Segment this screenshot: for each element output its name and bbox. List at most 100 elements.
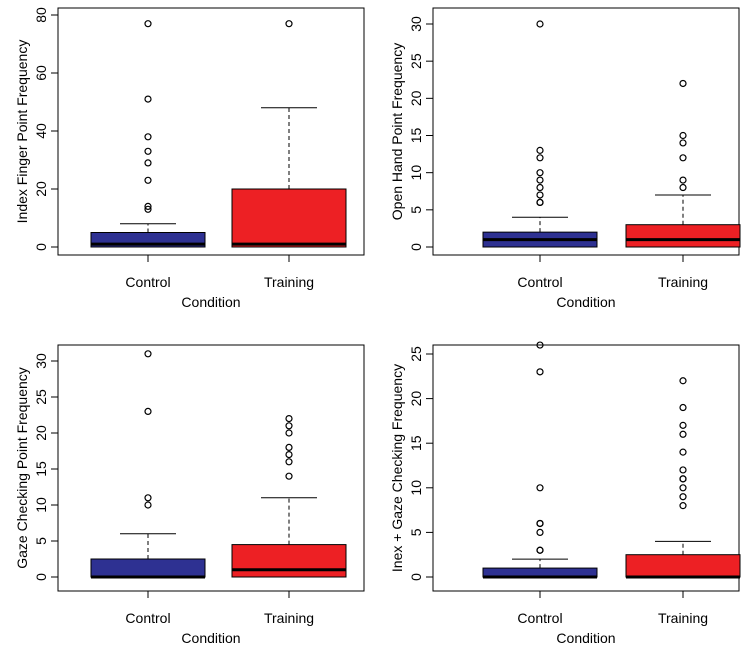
outlier-point — [679, 131, 687, 140]
box-training — [231, 415, 347, 578]
outlier-point — [536, 519, 544, 528]
box-control — [90, 20, 206, 248]
x-tick-label: Control — [517, 274, 562, 290]
box-control — [482, 20, 598, 248]
y-tick-label: 15 — [408, 435, 424, 451]
x-tick-label: Training — [658, 274, 708, 290]
y-tick-label: 20 — [408, 90, 424, 106]
outlier-point — [144, 501, 152, 509]
outlier-point — [679, 466, 687, 474]
y-tick-label: 5 — [33, 537, 49, 545]
y-tick-label: 25 — [33, 389, 49, 405]
outlier-point — [679, 484, 687, 492]
x-axis-title: Condition — [556, 630, 615, 646]
y-tick-label: 0 — [408, 573, 424, 581]
outlier-point — [285, 422, 293, 430]
y-tick-label: 20 — [408, 391, 424, 407]
x-tick-label: Control — [517, 610, 562, 626]
y-tick-label: 15 — [408, 128, 424, 144]
outlier-point — [144, 20, 152, 28]
outlier-point — [679, 430, 687, 438]
y-tick-label: 25 — [408, 346, 424, 362]
x-tick-label: Training — [264, 610, 314, 626]
chart-panel-2: 0 5 10 15 20 25 30 Control Training Condition Open… — [389, 7, 741, 310]
outlier-point — [536, 528, 544, 537]
outlier-point — [144, 350, 152, 358]
box-training — [625, 79, 741, 248]
y-tick-label: 10 — [408, 480, 424, 496]
outlier-point — [536, 191, 544, 199]
outlier-point — [679, 475, 687, 483]
outlier-point — [144, 159, 152, 167]
outlier-point — [144, 494, 152, 502]
outlier-point — [144, 202, 152, 210]
outlier-point — [679, 154, 687, 162]
box-control — [90, 350, 206, 579]
box-control — [482, 341, 598, 579]
box-training — [231, 20, 347, 248]
outlier-point — [285, 415, 293, 423]
outlier-point — [536, 368, 544, 376]
outlier-point — [536, 546, 544, 554]
x-axis-title: Condition — [181, 630, 240, 646]
y-tick-label: 10 — [408, 165, 424, 181]
outlier-point — [536, 176, 544, 184]
y-tick-label: 0 — [408, 243, 424, 251]
chart-panel-3: 0 5 10 15 20 25 30 Control Training Condition Gaze… — [14, 344, 365, 646]
y-axis-title: Open Hand Point Frequency — [389, 43, 405, 220]
outlier-point — [536, 484, 544, 492]
y-axis-title: Inex + Gaze Checking Frequency — [389, 364, 405, 572]
outlier-point — [144, 95, 152, 103]
x-tick-label: Training — [658, 610, 708, 626]
outlier-point — [144, 176, 152, 184]
outlier-point — [679, 139, 687, 147]
x-axis-title: Condition — [556, 294, 615, 310]
outlier-point — [536, 169, 544, 177]
outlier-point — [144, 205, 152, 213]
outlier-point — [679, 79, 687, 88]
y-tick-label: 10 — [33, 497, 49, 513]
y-tick-label: 20 — [33, 425, 49, 441]
y-tick-label: 60 — [33, 65, 49, 81]
outlier-point — [679, 448, 687, 456]
y-tick-label: 30 — [408, 16, 424, 32]
outlier-point — [679, 183, 687, 192]
y-axis-title: Gaze Checking Point Frequency — [14, 367, 30, 569]
y-tick-label: 25 — [408, 53, 424, 69]
outlier-point — [536, 341, 544, 349]
outlier-point — [144, 147, 152, 155]
outlier-point — [144, 133, 152, 141]
outlier-point — [285, 472, 293, 480]
y-tick-label: 15 — [33, 461, 49, 477]
y-tick-label: 0 — [33, 243, 49, 251]
outlier-point — [285, 443, 293, 451]
x-tick-label: Training — [264, 274, 314, 290]
y-tick-label: 5 — [408, 206, 424, 214]
outlier-point — [536, 154, 544, 162]
iqr-box — [625, 224, 741, 248]
outlier-point — [285, 20, 293, 28]
plot-frame — [57, 344, 365, 592]
x-axis-title: Condition — [181, 294, 240, 310]
y-tick-label: 40 — [33, 123, 49, 139]
y-tick-label: 0 — [33, 573, 49, 581]
plot-frame — [432, 7, 740, 256]
outlier-point — [285, 458, 293, 466]
iqr-box — [90, 558, 206, 578]
chart-panel-1: 0 20 40 60 80 Control Training Condition Index F… — [14, 7, 365, 310]
y-tick-label: 5 — [408, 528, 424, 536]
outlier-point — [144, 407, 152, 415]
outlier-point — [536, 183, 544, 192]
iqr-box — [625, 554, 741, 578]
iqr-box — [231, 188, 347, 248]
outlier-point — [679, 176, 687, 184]
chart-panel-4: 0 5 10 15 20 25 Control Training Condition Inex +… — [389, 341, 741, 646]
box-training — [625, 377, 741, 579]
outlier-point — [679, 493, 687, 501]
outlier-point — [285, 429, 293, 437]
outlier-point — [679, 377, 687, 385]
outlier-point — [679, 502, 687, 510]
y-axis-title: Index Finger Point Frequency — [14, 40, 30, 224]
outlier-point — [536, 198, 544, 206]
